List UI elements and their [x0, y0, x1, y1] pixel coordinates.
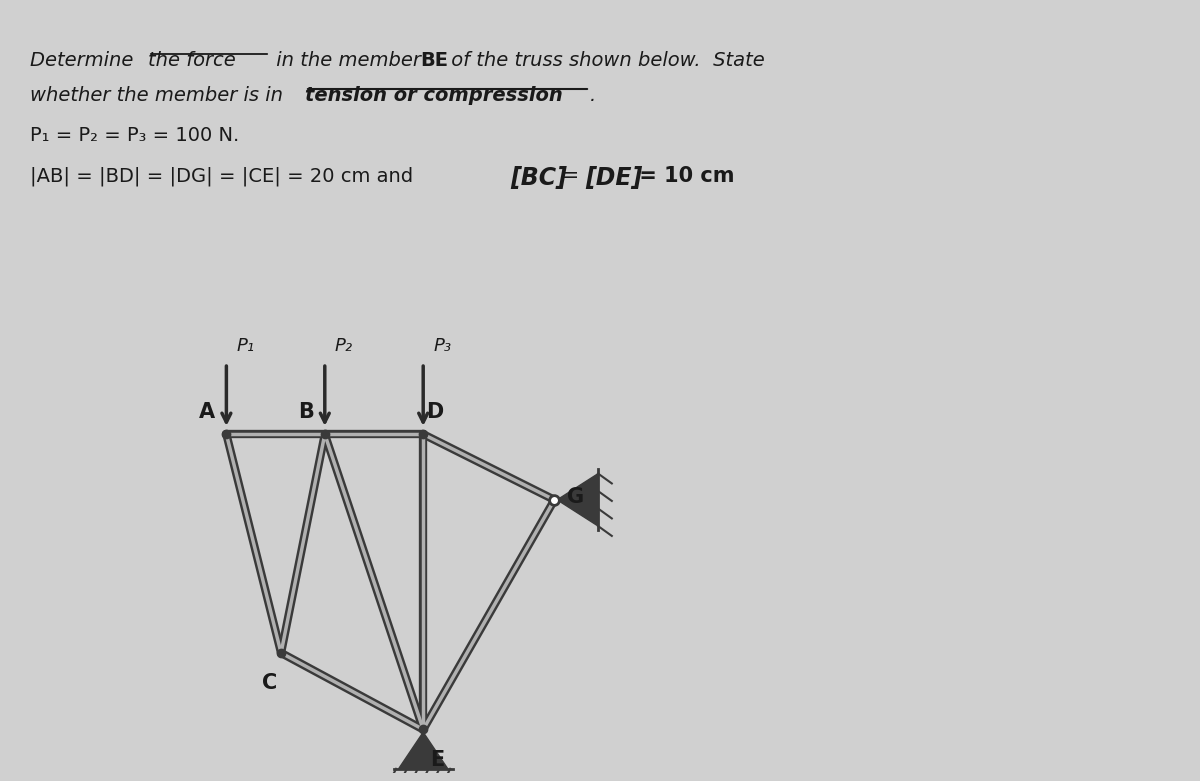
Text: in the member: in the member	[270, 51, 427, 70]
Text: P₃: P₃	[433, 337, 451, 355]
Text: |AB| = |BD| = |DG| = |CE| = 20 cm and: |AB| = |BD| = |DG| = |CE| = 20 cm and	[30, 166, 419, 186]
Polygon shape	[557, 473, 598, 526]
Text: D: D	[427, 402, 444, 423]
Text: BE: BE	[420, 51, 448, 70]
Text: the force: the force	[148, 51, 235, 70]
Text: P₂: P₂	[335, 337, 353, 355]
Text: P₁ = P₂ = P₃ = 100 N.: P₁ = P₂ = P₃ = 100 N.	[30, 126, 239, 145]
Text: P₁: P₁	[236, 337, 254, 355]
Text: Determine: Determine	[30, 51, 139, 70]
Text: C: C	[263, 673, 277, 693]
Text: whether the member is in: whether the member is in	[30, 86, 289, 105]
Text: tension or compression: tension or compression	[305, 86, 563, 105]
Text: =: =	[554, 166, 593, 186]
Polygon shape	[398, 733, 448, 769]
Text: [DE]: [DE]	[586, 166, 642, 190]
Text: [BC]: [BC]	[510, 166, 566, 190]
Text: .: .	[590, 86, 596, 105]
Text: E: E	[430, 750, 444, 769]
Text: A: A	[199, 402, 215, 423]
Text: of the truss shown below.  State: of the truss shown below. State	[445, 51, 764, 70]
Text: G: G	[566, 487, 583, 507]
Text: = 10 cm: = 10 cm	[632, 166, 734, 186]
Text: B: B	[298, 402, 313, 423]
